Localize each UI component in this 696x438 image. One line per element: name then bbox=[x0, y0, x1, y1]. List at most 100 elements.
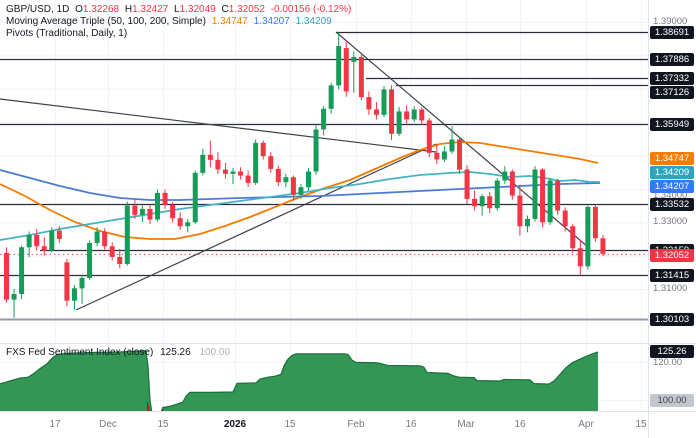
candle-body bbox=[321, 108, 327, 130]
candle-body bbox=[434, 152, 440, 160]
sma100-value: 1.34207 bbox=[253, 16, 290, 27]
candle-body bbox=[230, 171, 236, 174]
candle-body bbox=[147, 208, 153, 220]
candle-body bbox=[411, 109, 417, 120]
price-axis-label-dark: 1.38691 bbox=[650, 25, 694, 39]
candle-body bbox=[479, 196, 485, 207]
price-axis-label-dark: 1.37126 bbox=[650, 85, 694, 99]
candle-body bbox=[472, 198, 478, 207]
trendline-shallow-descending bbox=[0, 98, 437, 153]
time-axis-label: 15 bbox=[284, 419, 296, 430]
sentiment-line bbox=[0, 349, 599, 412]
candle-body bbox=[487, 196, 493, 209]
time-axis-label: 2026 bbox=[223, 419, 247, 430]
candle-body bbox=[162, 192, 168, 205]
high-value: 1.32427 bbox=[132, 4, 169, 15]
sentiment-level-value: 100.00 bbox=[199, 347, 231, 358]
price-axis-label-dark: 1.30103 bbox=[650, 312, 694, 326]
candle-body bbox=[26, 234, 32, 248]
candle-body bbox=[585, 206, 591, 267]
candle-body bbox=[336, 46, 342, 86]
time-axis-label: Dec bbox=[99, 419, 117, 430]
candle-body bbox=[449, 139, 455, 152]
candle-body bbox=[56, 230, 62, 239]
candle-body bbox=[502, 171, 508, 181]
change-value: -0.00156 (-0.12%) bbox=[270, 4, 352, 15]
candle-body bbox=[524, 218, 530, 227]
candle-body bbox=[260, 142, 266, 157]
price-axis-label-dark: 1.33532 bbox=[650, 197, 694, 211]
symbol-title: GBP/USD, 1D bbox=[6, 4, 70, 15]
candle-body bbox=[562, 210, 568, 227]
candle-body bbox=[155, 192, 160, 220]
high-label: H bbox=[124, 4, 133, 15]
candle-body bbox=[222, 169, 228, 174]
candle-body bbox=[290, 177, 296, 195]
candle-body bbox=[389, 89, 395, 134]
price-axis-tick: 1.39000 bbox=[653, 16, 688, 27]
price-axis-label-dark: 1.35949 bbox=[650, 117, 694, 131]
time-axis-label: 16 bbox=[405, 419, 417, 430]
candle-body bbox=[132, 205, 138, 215]
pivots-legend-row[interactable]: Pivots (Traditional, Daily, 1) bbox=[6, 28, 130, 40]
time-axis-label: 15 bbox=[157, 419, 169, 430]
candle-body bbox=[109, 246, 115, 257]
candle-body bbox=[19, 247, 25, 295]
candle-body bbox=[215, 159, 221, 170]
time-axis-label: 17 bbox=[49, 419, 61, 430]
time-axis-label: 16 bbox=[514, 419, 526, 430]
ma-legend-row[interactable]: Moving Average Triple (50, 100, 200, Sim… bbox=[6, 16, 335, 28]
candle-body bbox=[396, 111, 402, 134]
candle-body bbox=[517, 195, 523, 227]
candle-body bbox=[373, 109, 379, 115]
sentiment-legend-row[interactable]: FXS Fed Sentiment Index (close) 125.26 1… bbox=[6, 347, 230, 358]
open-label: O bbox=[75, 4, 83, 15]
candle-body bbox=[306, 171, 311, 188]
candle-body bbox=[540, 169, 546, 223]
candles-layer bbox=[4, 32, 606, 318]
candle-body bbox=[441, 151, 447, 160]
candle-body bbox=[192, 172, 198, 223]
price-axis-tick: 120.00 bbox=[653, 357, 683, 368]
candle-body bbox=[592, 206, 598, 239]
candle-body bbox=[577, 248, 583, 267]
candle-body bbox=[253, 142, 259, 183]
sentiment-area-plot bbox=[0, 349, 599, 412]
time-axis-label: Feb bbox=[347, 419, 365, 430]
candle-body bbox=[11, 294, 17, 300]
candle-body bbox=[71, 288, 77, 301]
candle-body bbox=[64, 262, 70, 301]
time-axis-label: Mar bbox=[457, 419, 475, 430]
pivots-indicator-title: Pivots (Traditional, Daily, 1) bbox=[6, 28, 128, 39]
time-axis-label: 15 bbox=[635, 419, 647, 430]
candle-body bbox=[124, 205, 130, 264]
candle-body bbox=[102, 231, 108, 247]
trendline-ascending-support bbox=[75, 143, 437, 311]
symbol-legend-row[interactable]: GBP/USD, 1D O1.32268 H1.32427 L1.32049 C… bbox=[6, 4, 354, 16]
price-axis-label-dark: 1.31415 bbox=[650, 268, 694, 282]
close-label: C bbox=[221, 4, 229, 15]
candle-body bbox=[570, 226, 576, 249]
candle-body bbox=[600, 238, 606, 254]
candle-body bbox=[207, 154, 213, 160]
candle-body bbox=[245, 175, 251, 183]
open-value: 1.32268 bbox=[82, 4, 120, 15]
price-axis-label-dark: 125.26 bbox=[650, 344, 694, 358]
candle-body bbox=[532, 169, 538, 219]
price-plot bbox=[0, 31, 648, 321]
low-value: 1.32049 bbox=[179, 4, 216, 15]
price-axis-tick: 1.34000 bbox=[653, 190, 688, 201]
low-label: L bbox=[174, 4, 180, 15]
price-axis-label-dark: 1.37332 bbox=[650, 71, 694, 85]
candle-body bbox=[177, 218, 183, 227]
candle-body bbox=[79, 277, 85, 289]
sentiment-indicator-title: FXS Fed Sentiment Index (close) bbox=[6, 347, 154, 358]
candle-body bbox=[547, 180, 553, 223]
sentiment-dip-area bbox=[147, 401, 164, 412]
candle-body bbox=[313, 129, 319, 172]
candle-body bbox=[381, 89, 387, 115]
price-axis-label-blue: 1.34207 bbox=[650, 179, 694, 193]
ma-indicator-title: Moving Average Triple (50, 100, 200, Sim… bbox=[6, 16, 206, 27]
candle-body bbox=[34, 234, 40, 247]
